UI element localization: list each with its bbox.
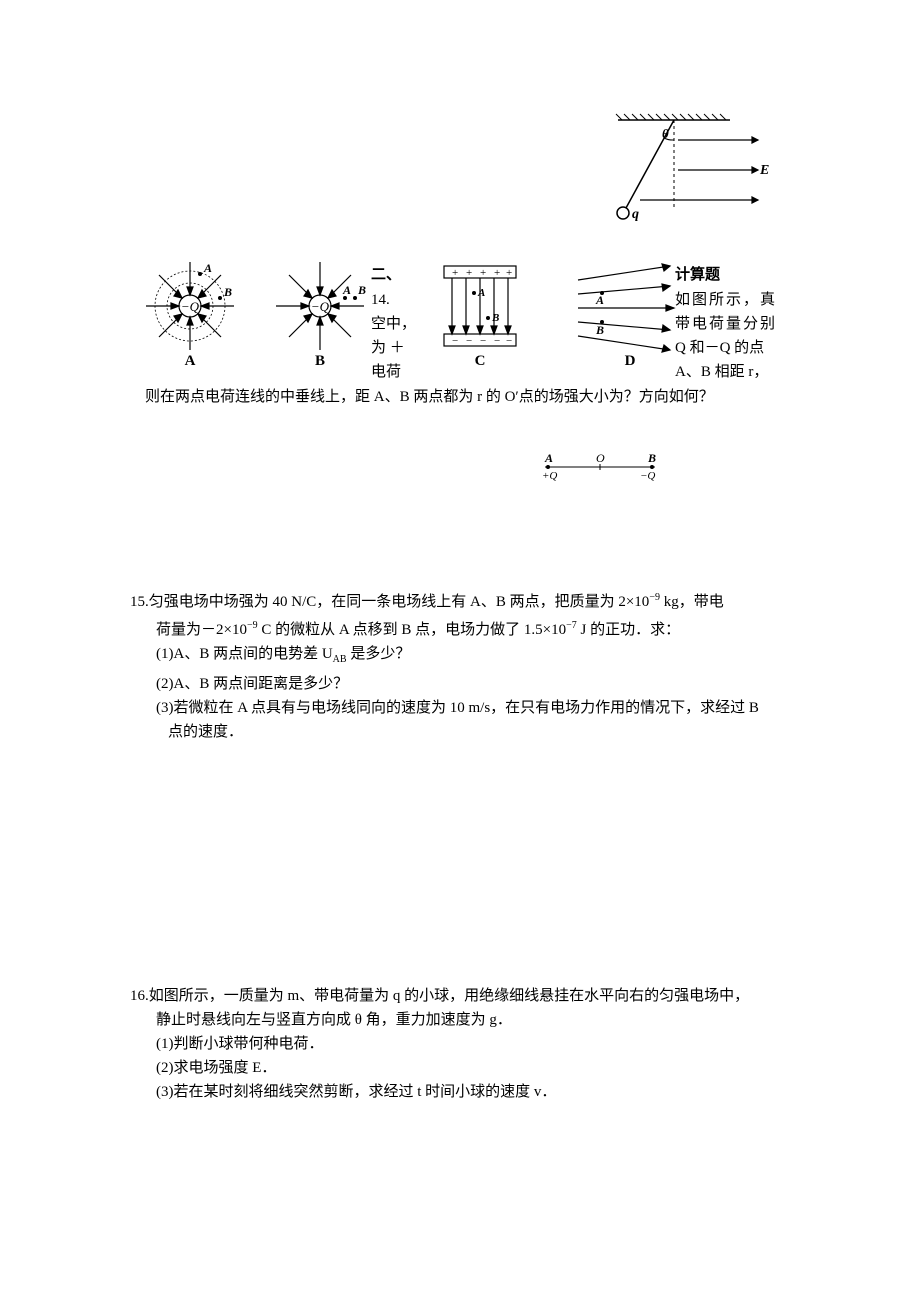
- svg-text:−: −: [506, 335, 512, 347]
- q14-mid-3: 为 ＋: [371, 336, 431, 360]
- q15-line2: 荷量为－2×10−9 C 的微粒从 A 点移到 B 点，电场力做了 1.5×10…: [130, 614, 800, 642]
- q14-mid-4: 电荷: [371, 360, 431, 384]
- q15-l2s2: −7: [566, 620, 577, 631]
- svg-text:A: A: [477, 287, 485, 299]
- svg-text:O: O: [596, 452, 605, 465]
- svg-text:−: −: [480, 335, 486, 347]
- q14-right-3: Q 和－Q 的点: [675, 336, 795, 360]
- q14-full-line: 则在两点电荷连线的中垂线上，距 A、B 两点都为 r 的 O′点的场强大小为？方…: [145, 385, 815, 406]
- q15-sub3b: 点的速度．: [130, 720, 800, 744]
- q14-mid-1: 14.: [371, 288, 431, 312]
- q-label: q: [632, 207, 639, 222]
- diagram-b: −Q A B B: [260, 258, 380, 358]
- svg-text:A: A: [203, 261, 212, 275]
- q15-sub2: (2)A、B 两点间距离是多少？: [130, 672, 800, 696]
- svg-text:A: A: [595, 293, 604, 307]
- q16-line1: 16.如图所示，一质量为 m、带电荷量为 q 的小球，用绝缘细线悬挂在水平向右的…: [130, 984, 800, 1008]
- q14-small-diagram: A B O +Q −Q: [540, 452, 660, 482]
- svg-text:−Q: −Q: [640, 470, 655, 482]
- q14-right-1: 如图所示，真: [675, 288, 795, 312]
- q14-right-4: A、B 相距 r，: [675, 360, 795, 384]
- svg-text:A: A: [342, 283, 351, 297]
- svg-text:B: B: [491, 312, 499, 324]
- svg-text:+: +: [466, 267, 472, 279]
- svg-text:+: +: [452, 267, 458, 279]
- q15-l1b: kg，带电: [660, 594, 724, 610]
- theta-label: θ: [662, 126, 669, 141]
- q15-sub1: (1)A、B 两点间的电势差 UAB 是多少？: [130, 642, 800, 672]
- q15-l1a: 15.匀强电场中场强为 40 N/C，在同一条电场线上有 A、B 两点，把质量为…: [130, 594, 649, 610]
- svg-text:A: A: [544, 452, 553, 465]
- svg-text:−: −: [494, 335, 500, 347]
- q15-s1a: (1)A、B 两点间的电势差 U: [156, 646, 333, 662]
- q14-mid-2: 空中，: [371, 312, 431, 336]
- q14-full-text: 则在两点电荷连线的中垂线上，距 A、B 两点都为 r 的 O′点的场强大小为？方…: [145, 389, 714, 405]
- svg-text:+: +: [494, 267, 500, 279]
- pendulum-diagram: θ E q: [590, 110, 770, 230]
- q15-l2c: J 的正功．求：: [577, 622, 680, 638]
- q16-sub3: (3)若在某时刻将细线突然剪断，求经过 t 时间小球的速度 v．: [130, 1080, 800, 1104]
- q14-right-2: 带电荷量分别: [675, 312, 795, 336]
- svg-text:+Q: +Q: [542, 470, 557, 482]
- svg-text:B: B: [647, 452, 656, 465]
- svg-text:+: +: [480, 267, 486, 279]
- svg-text:−: −: [466, 335, 472, 347]
- svg-text:B: B: [223, 285, 232, 299]
- svg-text:−: −: [452, 335, 458, 347]
- diagram-c-label: C: [430, 353, 530, 370]
- diagram-a: −Q A B A: [130, 258, 250, 358]
- svg-text:−Q: −Q: [311, 299, 330, 314]
- q15-l1sup: −9: [649, 592, 660, 603]
- svg-text:+: +: [506, 267, 512, 279]
- diagram-d-label: D: [570, 353, 690, 370]
- q16-sub2: (2)求电场强度 E．: [130, 1056, 800, 1080]
- q15-s1sub: AB: [333, 654, 347, 665]
- diagram-a-label: A: [130, 353, 250, 370]
- q15-l2a: 荷量为－2×10: [156, 622, 247, 638]
- q16-sub1: (1)判断小球带何种电荷．: [130, 1032, 800, 1056]
- svg-text:B: B: [595, 323, 604, 337]
- question-15: 15.匀强电场中场强为 40 N/C，在同一条电场线上有 A、B 两点，把质量为…: [130, 586, 800, 744]
- diagram-d: A B D: [570, 258, 690, 358]
- q16-line2: 静止时悬线向左与竖直方向成 θ 角，重力加速度为 g．: [130, 1008, 800, 1032]
- calc-title: 计算题: [675, 263, 720, 284]
- e-label: E: [759, 163, 769, 178]
- diagram-c: + + + + + − − − − − A B C: [430, 258, 530, 358]
- section-label: 二、: [371, 263, 401, 284]
- q15-s1b: 是多少？: [347, 646, 411, 662]
- q15-line1: 15.匀强电场中场强为 40 N/C，在同一条电场线上有 A、B 两点，把质量为…: [130, 586, 800, 614]
- q15-l2b: C 的微粒从 A 点移到 B 点，电场力做了 1.5×10: [258, 622, 566, 638]
- question-16: 16.如图所示，一质量为 m、带电荷量为 q 的小球，用绝缘细线悬挂在水平向右的…: [130, 984, 800, 1104]
- q15-sub3: (3)若微粒在 A 点具有与电场线同向的速度为 10 m/s，在只有电场力作用的…: [130, 696, 800, 720]
- svg-text:B: B: [357, 283, 366, 297]
- diagram-b-label: B: [260, 353, 380, 370]
- svg-text:−Q: −Q: [181, 299, 200, 314]
- q15-l2s1: −9: [247, 620, 258, 631]
